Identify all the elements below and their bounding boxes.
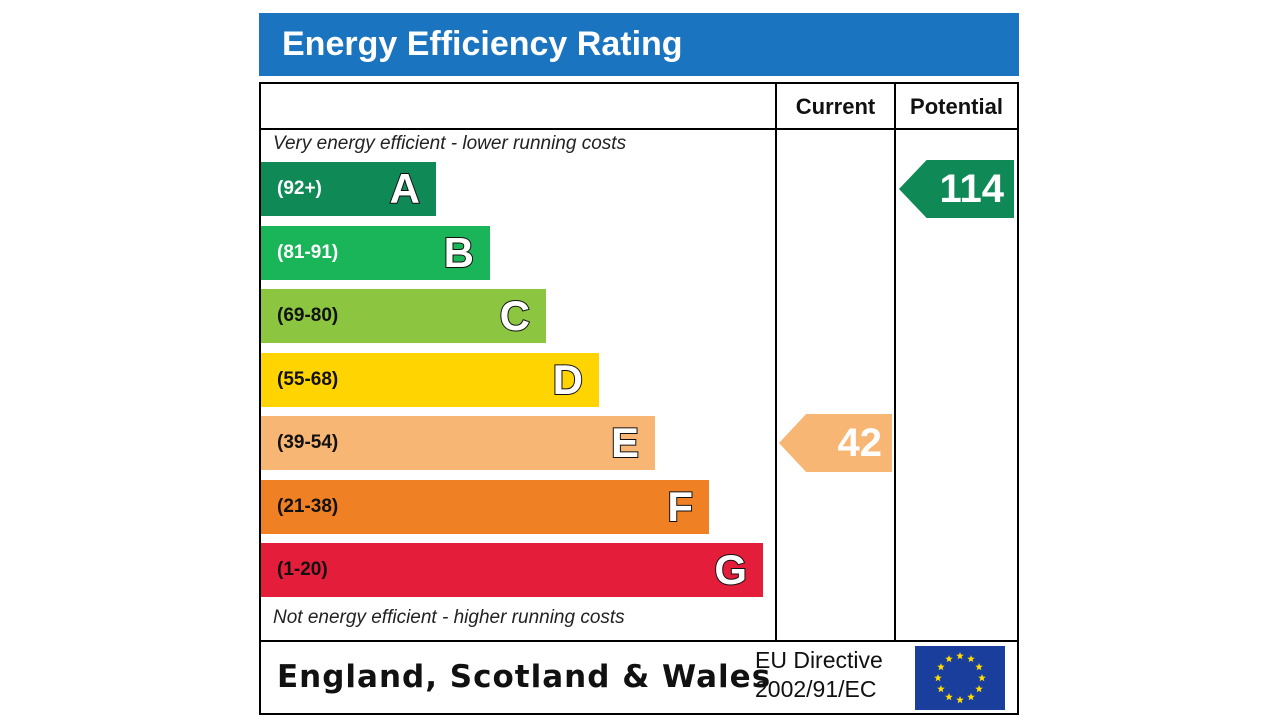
band-g: (1-20) G (261, 543, 763, 597)
current-rating-arrow: 42 (779, 414, 892, 472)
country-label: England, Scotland & Wales (277, 659, 772, 695)
band-range-label: (55-68) (277, 368, 339, 390)
eu-flag-icon (915, 646, 1005, 710)
band-letter: F (666, 482, 694, 531)
eu-star-icon (967, 654, 975, 663)
band-letter: A (389, 164, 421, 213)
potential-column-header: Potential (910, 94, 1003, 119)
band-b: (81-91) B (261, 225, 490, 280)
eu-directive: EU Directive 2002/91/EC (755, 646, 883, 704)
eu-directive-line2: 2002/91/EC (755, 676, 877, 702)
eu-star-icon (975, 663, 983, 671)
eu-star-icon (956, 696, 964, 704)
band-range-label: (81-91) (277, 241, 339, 263)
potential-rating-arrow: 114 (899, 160, 1014, 218)
eu-star-icon (945, 693, 953, 701)
band-range-label: (92+) (277, 178, 322, 199)
eu-star-icon (934, 674, 942, 682)
eu-star-icon (945, 654, 953, 663)
potential-column-divider (894, 84, 896, 640)
footer-divider (261, 640, 1017, 642)
eu-star-icon (978, 674, 986, 682)
eu-directive-line1: EU Directive (755, 647, 883, 673)
band-letter: D (552, 355, 584, 404)
eu-star-icon (956, 652, 964, 660)
band-letter: C (499, 291, 531, 340)
band-range-label: (69-80) (277, 305, 339, 326)
band-f: (21-38) F (261, 479, 709, 534)
current-column-header: Current (795, 94, 876, 119)
bottom-caption: Not energy efficient - higher running co… (273, 607, 625, 628)
band-d: (55-68) D (261, 352, 599, 407)
page-title: Energy Efficiency Rating (259, 13, 1019, 76)
eu-star-icon (967, 693, 975, 701)
potential-rating-value: 114 (939, 167, 1004, 211)
rating-chart: Current Potential Very energy efficient … (259, 82, 1019, 715)
top-caption: Very energy efficient - lower running co… (273, 133, 627, 154)
eu-star-icon (937, 685, 945, 693)
band-e: (39-54) E (261, 416, 655, 470)
band-range-label: (21-38) (277, 495, 339, 517)
band-range-label: (1-20) (277, 559, 328, 580)
current-column-divider (775, 84, 777, 640)
eu-star-icon (937, 663, 945, 671)
band-c: (69-80) C (261, 289, 546, 343)
band-range-label: (39-54) (277, 432, 339, 453)
band-letter: B (443, 228, 475, 277)
eu-star-icon (975, 685, 983, 693)
band-letter: G (713, 545, 748, 594)
band-a: (92+) A (261, 162, 436, 216)
header-divider (261, 128, 1017, 130)
band-letter: E (610, 418, 640, 467)
current-rating-value: 42 (837, 421, 883, 465)
